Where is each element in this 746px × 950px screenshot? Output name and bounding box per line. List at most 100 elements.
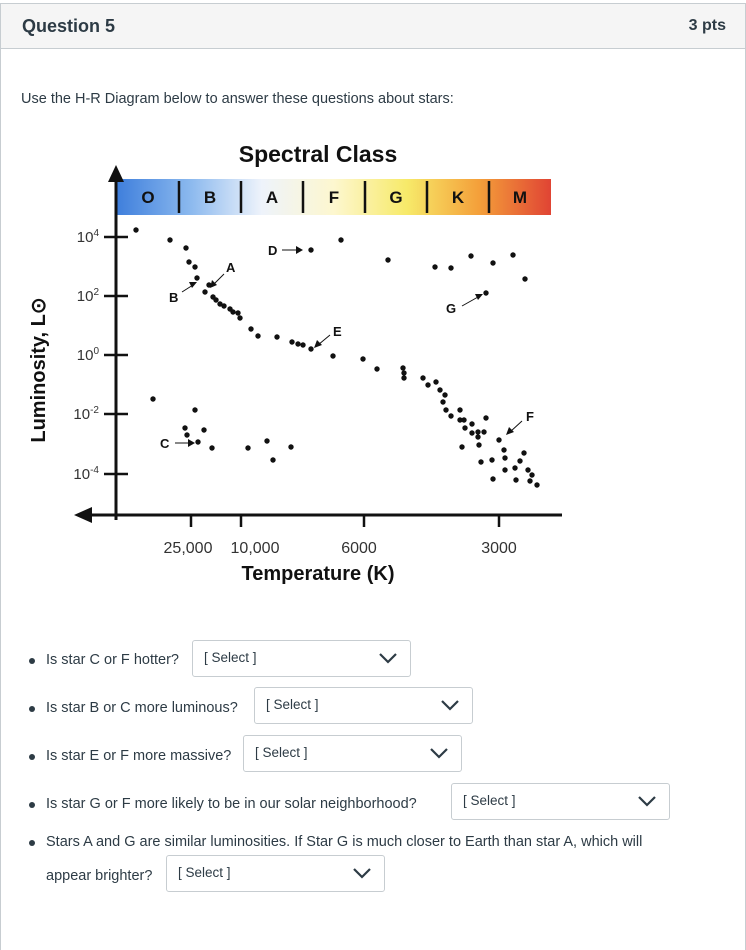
star-dot xyxy=(502,467,508,473)
star-dot xyxy=(502,455,508,461)
star-dot xyxy=(401,375,407,381)
star-dot xyxy=(248,326,254,332)
star-dot xyxy=(443,407,449,413)
star-dot xyxy=(209,445,215,451)
star-dot xyxy=(483,290,489,296)
question-1-text: Is star C or F hotter? xyxy=(46,652,179,668)
question-card: Question 5 3 pts xyxy=(0,3,746,950)
question-2-select[interactable]: [ Select ] xyxy=(254,687,473,724)
select-placeholder: [ Select ] xyxy=(255,745,308,760)
star-dot xyxy=(469,430,475,436)
bullet xyxy=(29,754,35,760)
star-dot xyxy=(525,467,531,473)
star-dot xyxy=(475,434,481,440)
bullet xyxy=(29,706,35,712)
x-tick-label: 10,000 xyxy=(231,540,280,557)
star-dot xyxy=(213,297,219,303)
star-dot xyxy=(400,365,406,371)
x-axis-label: Temperature (K) xyxy=(242,563,395,585)
star-dot xyxy=(133,227,139,233)
star-dot xyxy=(483,415,489,421)
select-placeholder: [ Select ] xyxy=(178,865,231,880)
star-dot xyxy=(420,375,426,381)
star-dot xyxy=(448,265,454,271)
star-dot xyxy=(202,289,208,295)
x-tick-label: 6000 xyxy=(341,540,377,557)
star-dot xyxy=(521,450,527,456)
star-dot xyxy=(513,477,519,483)
question-header: Question 5 3 pts xyxy=(1,4,745,49)
chevron-down-icon xyxy=(379,653,397,664)
bullet xyxy=(29,802,35,808)
star-dot xyxy=(476,442,482,448)
chevron-down-icon xyxy=(441,700,459,711)
star-dot xyxy=(425,382,431,388)
question-2-text: Is star B or C more luminous? xyxy=(46,700,238,716)
star-dot xyxy=(308,247,314,253)
y-axis-label: Luminosity, L⊙ xyxy=(28,297,50,442)
diagram-title: Spectral Class xyxy=(239,141,398,167)
question-3-select[interactable]: [ Select ] xyxy=(243,735,462,772)
star-dot xyxy=(501,447,507,453)
y-tick-label: 100 xyxy=(77,346,100,364)
chevron-down-icon xyxy=(638,796,656,807)
select-placeholder: [ Select ] xyxy=(266,697,319,712)
star-dot xyxy=(522,276,528,282)
star-dot xyxy=(221,303,227,309)
star-dot xyxy=(245,445,251,451)
x-axis-ticks: 25,000 10,000 6000 3000 xyxy=(164,515,517,557)
question-5-select[interactable]: [ Select ] xyxy=(166,855,385,892)
star-dot xyxy=(264,438,270,444)
spectral-class-f: F xyxy=(329,188,339,207)
bullet xyxy=(29,840,35,846)
star-dot xyxy=(184,432,190,438)
star-dot xyxy=(432,264,438,270)
question-5-text-line2: appear brighter? xyxy=(46,868,153,884)
y-tick-label: 102 xyxy=(77,287,100,305)
star-dot xyxy=(338,237,344,243)
star-dot xyxy=(182,425,188,431)
question-points: 3 pts xyxy=(688,17,726,34)
star-dot xyxy=(433,379,439,385)
axes xyxy=(74,165,562,523)
x-tick-label: 25,000 xyxy=(164,540,213,557)
question-title: Question 5 xyxy=(22,16,116,36)
star-label-g: G xyxy=(446,301,456,316)
star-dot xyxy=(459,444,465,450)
star-dot xyxy=(490,476,496,482)
star-label-f: F xyxy=(526,409,534,424)
star-dot xyxy=(469,421,475,427)
star-dot xyxy=(461,417,467,423)
star-dot xyxy=(295,341,301,347)
star-dot xyxy=(517,458,523,464)
star-dot xyxy=(534,482,540,488)
star-dot xyxy=(478,459,484,465)
star-dot xyxy=(496,437,502,443)
spectral-gradient xyxy=(117,179,551,215)
star-dot xyxy=(194,275,200,281)
star-label-b: B xyxy=(169,290,178,305)
star-dot xyxy=(448,413,454,419)
star-dot xyxy=(512,465,518,471)
star-dot xyxy=(288,444,294,450)
star-dot xyxy=(440,399,446,405)
question-1-select[interactable]: [ Select ] xyxy=(192,640,411,677)
question-4-select[interactable]: [ Select ] xyxy=(451,783,670,820)
spectral-class-b: B xyxy=(204,188,216,207)
star-dot xyxy=(475,429,481,435)
star-label-c: C xyxy=(160,436,170,451)
star-label-e: E xyxy=(333,324,342,339)
star-dot xyxy=(195,439,201,445)
star-dot xyxy=(442,392,448,398)
star-dot xyxy=(274,334,280,340)
spectral-class-o: O xyxy=(141,188,154,207)
hr-diagram: Spectral Class O B A F G K M 104 102 100 10-2 10-4… xyxy=(28,141,562,585)
star-dot xyxy=(330,353,336,359)
star-annotations: A B C D E F G xyxy=(160,243,534,451)
question-intro: Use the H-R Diagram below to answer thes… xyxy=(21,91,454,107)
star-dot xyxy=(437,387,443,393)
chevron-down-icon xyxy=(353,868,371,879)
bullet xyxy=(29,658,35,664)
star-dot xyxy=(489,457,495,463)
